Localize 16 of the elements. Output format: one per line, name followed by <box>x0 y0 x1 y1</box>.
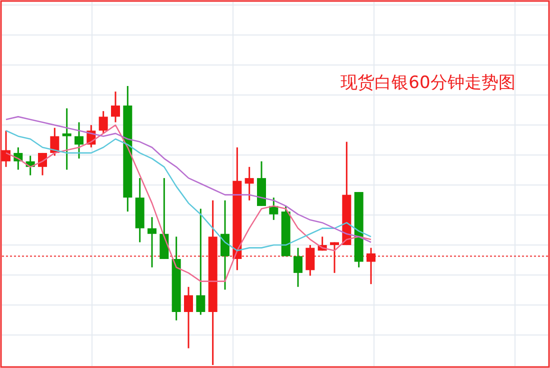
candlestick <box>196 208 206 316</box>
candlestick <box>220 200 230 290</box>
candlestick <box>98 110 108 134</box>
candlestick <box>184 286 193 350</box>
candlestick <box>294 247 302 288</box>
candlestick <box>330 241 339 274</box>
candlestick <box>244 166 254 202</box>
candlestick <box>2 130 10 168</box>
candlestick <box>366 247 376 285</box>
candlestick <box>74 122 84 160</box>
candlestick <box>148 216 156 268</box>
candlestick <box>306 244 315 276</box>
text: 现货白银60分钟走势图 <box>340 73 516 93</box>
candlestick <box>62 108 72 170</box>
candlestick <box>111 90 120 124</box>
candlestick <box>50 127 60 156</box>
